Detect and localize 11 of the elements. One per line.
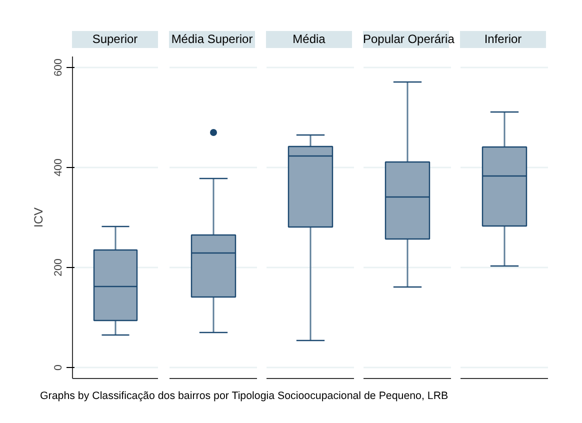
x-tick-label: Superior — [92, 31, 138, 48]
x-tick-label: Inferior — [484, 31, 522, 48]
x-tick-label: Popular Operária — [363, 31, 454, 48]
text: Graphs by Classificação dos bairros por Tipologia Socioocupacional de Pequeno, LRB — [40, 389, 448, 404]
x-tick-label: Média — [292, 31, 326, 48]
y-axis-title: ICV — [32, 207, 46, 228]
y-tick-label: 600 — [52, 58, 64, 76]
y-tick-label: 200 — [52, 258, 64, 276]
x-tick-label: Média Superior — [171, 31, 253, 48]
y-tick-label: 0 — [52, 364, 64, 370]
y-tick-label: 400 — [52, 158, 64, 176]
